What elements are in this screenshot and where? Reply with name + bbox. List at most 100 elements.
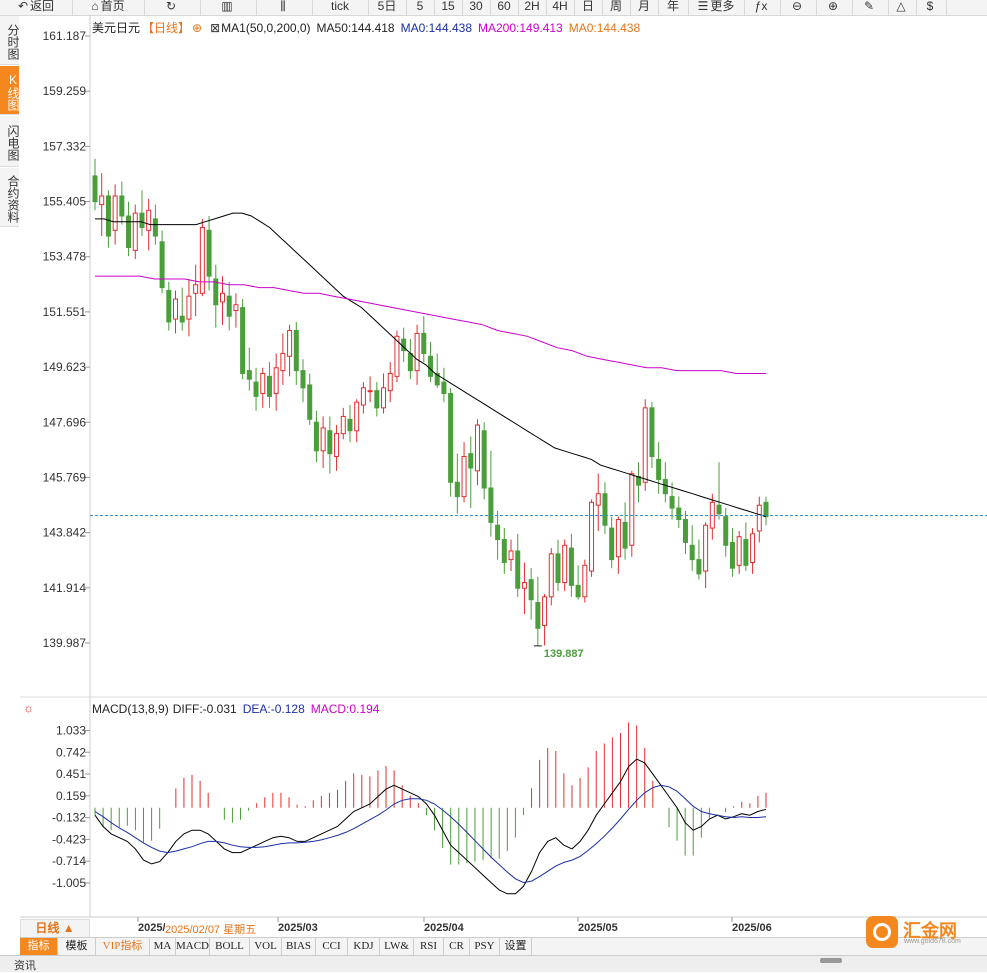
sidebar-tab-2[interactable]: 闪电图 bbox=[0, 116, 20, 167]
legend-ma0b: MA0:144.438 bbox=[568, 21, 641, 35]
indicator-tab-vol[interactable]: VOL bbox=[250, 938, 282, 955]
candle bbox=[213, 278, 219, 306]
y-tick-label: 143.842 bbox=[43, 526, 87, 540]
sidebar-tab-3[interactable]: 合约资料 bbox=[0, 168, 20, 227]
indicator-tab-boll[interactable]: BOLL bbox=[210, 938, 250, 955]
candle bbox=[327, 430, 333, 455]
indicator-tab-cci[interactable]: CCI bbox=[316, 938, 348, 955]
candle bbox=[92, 175, 98, 203]
candle bbox=[736, 536, 742, 566]
zoom-out-button[interactable]: ⊖ bbox=[780, 0, 817, 15]
indicator-bar: 指标 模板 VIP指标 MA MACD BOLL VOL BIAS CCI KDJ LW& RSI CR… bbox=[20, 937, 987, 956]
sidebar-tab-0[interactable]: 分时图 bbox=[0, 16, 20, 65]
candle bbox=[743, 539, 749, 566]
refresh-icon: ↻ bbox=[165, 0, 177, 13]
candle bbox=[495, 524, 501, 541]
period-4H-button[interactable]: 4H bbox=[546, 0, 575, 15]
dollar-icon: $ bbox=[926, 0, 934, 13]
dollar-button[interactable]: $ bbox=[916, 0, 947, 15]
candle bbox=[179, 315, 185, 323]
indicator-tab-模板[interactable]: 模板 bbox=[58, 938, 96, 955]
indicator-tab-rsi[interactable]: RSI bbox=[414, 938, 444, 955]
macd-settings-icon[interactable]: ☼ bbox=[23, 701, 34, 715]
indicator-tab-设置[interactable]: 设置 bbox=[500, 938, 532, 955]
y-tick-label: 139.987 bbox=[43, 636, 87, 650]
toolbar-label: 日 bbox=[581, 0, 594, 13]
indicator-tab-lw&[interactable]: LW& bbox=[380, 938, 414, 955]
period-15-button[interactable]: 15 bbox=[434, 0, 463, 15]
period-5日-button[interactable]: 5日 bbox=[368, 0, 407, 15]
macd-y-tick-label: 0.451 bbox=[56, 767, 86, 781]
candle bbox=[508, 550, 514, 561]
period-日-button[interactable]: 日 bbox=[574, 0, 603, 15]
candle bbox=[394, 335, 400, 377]
menu-icon: ☰ bbox=[697, 0, 709, 13]
y-tick-label: 155.405 bbox=[43, 195, 87, 209]
legend-ma0: MA0:144.438 bbox=[400, 21, 472, 35]
period-年-button[interactable]: 年 bbox=[658, 0, 689, 15]
candle bbox=[703, 524, 709, 572]
back-button[interactable]: ↶ 返回 bbox=[0, 0, 73, 15]
candle bbox=[260, 372, 266, 395]
candle bbox=[266, 375, 272, 397]
indicator-tab-vip指标[interactable]: VIP指标 bbox=[96, 938, 150, 955]
candle bbox=[132, 212, 138, 251]
period-2H-button[interactable]: 2H bbox=[518, 0, 547, 15]
candle bbox=[682, 519, 688, 543]
indicator-tab-psy[interactable]: PSY bbox=[470, 938, 500, 955]
period-selector[interactable]: 日线 ▲ bbox=[20, 919, 90, 938]
settings-icon[interactable]: ⊕ bbox=[192, 21, 203, 35]
period-30-button[interactable]: 30 bbox=[462, 0, 491, 15]
indicator-tab-cr[interactable]: CR bbox=[444, 938, 470, 955]
macd-y-tick-label: -0.714 bbox=[52, 854, 86, 868]
y-tick-label: 157.332 bbox=[43, 139, 87, 153]
candle bbox=[146, 209, 152, 231]
back-icon: ↶ bbox=[17, 0, 29, 13]
macd-y-tick-label: 0.159 bbox=[56, 789, 86, 803]
candle bbox=[307, 384, 313, 420]
macd-y-tick-label: 0.742 bbox=[56, 745, 86, 759]
period-60-button[interactable]: 60 bbox=[490, 0, 519, 15]
indicator-tab-kdj[interactable]: KDJ bbox=[348, 938, 380, 955]
triangle-button[interactable]: △ bbox=[888, 0, 917, 15]
candle bbox=[206, 229, 212, 277]
low-label: 139.887 bbox=[544, 648, 584, 660]
candle bbox=[689, 544, 695, 561]
candle bbox=[481, 430, 487, 489]
candle bbox=[642, 407, 648, 483]
zoom-in-button[interactable]: ⊕ bbox=[816, 0, 853, 15]
refresh-button[interactable]: ↻ bbox=[144, 0, 201, 15]
sidebar-tab-1[interactable]: K线图 bbox=[0, 66, 20, 115]
x-tick-label: 2025/06 bbox=[732, 922, 772, 934]
home-button[interactable]: ⌂ 首页 bbox=[72, 0, 145, 15]
candle bbox=[488, 487, 494, 523]
candlestick-button[interactable]: ▥ bbox=[200, 0, 257, 15]
scroll-handle[interactable] bbox=[820, 958, 842, 963]
toolbar-label: 15 bbox=[441, 0, 455, 13]
indicator-tab-ma[interactable]: MA bbox=[150, 938, 176, 955]
candle bbox=[696, 559, 702, 575]
legend-macd: MACD:0.194 bbox=[310, 702, 380, 716]
indicator-tab-指标[interactable]: 指标 bbox=[20, 938, 58, 955]
toolbar-label: 60 bbox=[497, 0, 511, 13]
y-tick-label: 159.259 bbox=[43, 84, 87, 98]
candle bbox=[112, 195, 118, 231]
candle bbox=[756, 504, 762, 532]
period-周-button[interactable]: 周 bbox=[602, 0, 631, 15]
x-tick-label: 2025/03 bbox=[278, 922, 318, 934]
candle bbox=[280, 352, 286, 372]
draw-line-button[interactable]: ✎ bbox=[852, 0, 889, 15]
period-tick-button[interactable]: tick bbox=[312, 0, 369, 15]
candle bbox=[300, 370, 306, 389]
menu-button[interactable]: ☰ 更多 bbox=[688, 0, 745, 15]
kline-button[interactable]: ⫼ bbox=[256, 0, 313, 15]
fx-button[interactable]: ƒx bbox=[744, 0, 781, 15]
sidebar: 分时图 K线图 闪电图 合约资料 bbox=[0, 16, 20, 231]
candle bbox=[421, 332, 427, 354]
indicator-tab-bias[interactable]: BIAS bbox=[282, 938, 316, 955]
period-月-button[interactable]: 月 bbox=[630, 0, 659, 15]
indicator-tab-macd[interactable]: MACD bbox=[176, 938, 210, 955]
toolbar-label: 返回 bbox=[30, 0, 55, 13]
period-5-button[interactable]: 5 bbox=[406, 0, 435, 15]
